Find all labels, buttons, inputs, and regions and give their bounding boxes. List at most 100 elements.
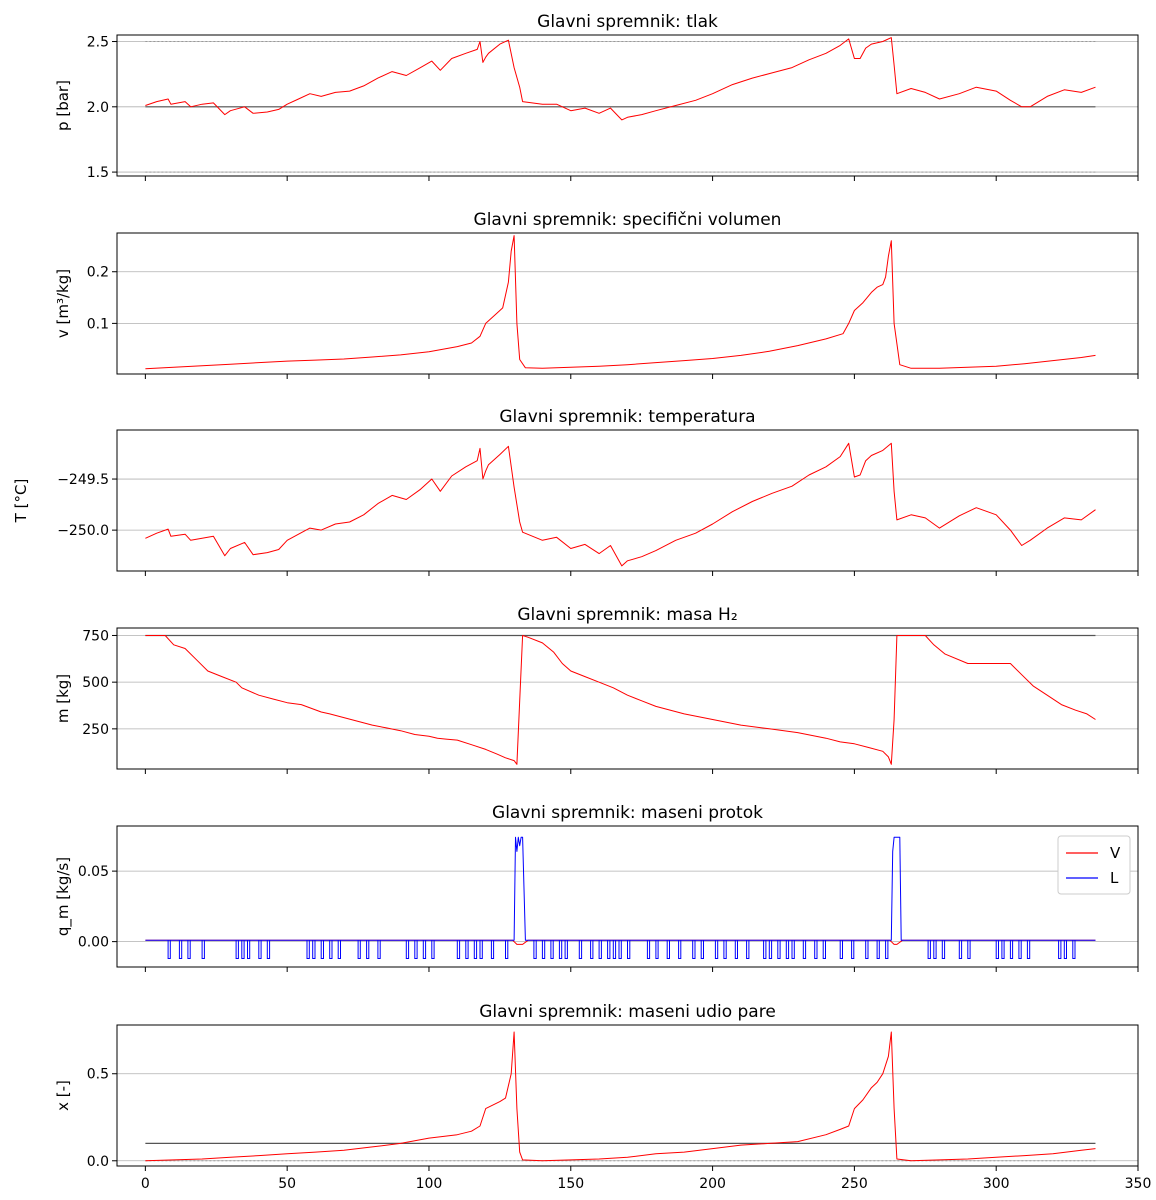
chart-panel-1: 1.5 2.0 2.5 Glavni spremnik: tlak p [bar] [54,12,1139,181]
y-axis-label: T [°C] [12,479,30,524]
y-tick-label: 2.0 [87,100,109,116]
flow-dip [235,940,239,959]
flow-dip [763,940,767,959]
flow-dip [700,940,704,959]
y-tick-label: 500 [82,675,109,691]
y-tick-label: 750 [82,628,109,644]
flow-dip [533,940,537,959]
y-tick-label: 2.5 [87,35,109,51]
flow-dip [320,940,324,959]
flow-dip [995,940,999,959]
flow-dip [941,940,946,959]
flow-dip [666,940,670,959]
y-axis-label: p [bar] [54,80,72,131]
flow-dip [785,940,790,959]
flow-dip [1009,940,1014,959]
flow-dip [927,940,931,959]
axes-frame [116,825,1139,968]
series-line-l [145,836,1096,941]
flow-dip [366,940,370,959]
flow-dip [612,940,617,959]
flow-dip [839,940,843,959]
panel-title: Glavni spremnik: tlak [537,12,718,32]
series-line-1 [145,1031,1096,1162]
x-tick-label: 200 [699,1176,726,1192]
y-axis-label: m [kg] [54,674,72,723]
chart-panel-2: 0.1 0.2 Glavni spremnik: specifični volume… [54,210,1139,379]
flow-dip [422,940,427,959]
flow-dip [564,940,568,959]
chart-panel-4: 250 500 750 Glavni spremnik: masa H₂ m [kg] [54,605,1139,774]
flow-dip [479,940,483,959]
x-tick-label: 0 [141,1176,150,1192]
flow-dip [505,940,509,959]
panel-title: Glavni spremnik: specifični volumen [474,210,782,230]
flow-dip [723,940,727,959]
flow-dip [306,940,310,959]
flow-dip [541,940,546,959]
flow-dip [876,940,880,959]
y-axis-label: v [m³/kg] [54,269,72,338]
x-tick-label: 300 [983,1176,1010,1192]
flow-dip [1063,940,1067,959]
y-tick-label: 0.2 [87,265,109,281]
y-tick-label: −249.5 [57,472,109,488]
flow-dip [627,940,631,959]
legend-label-l: L [1110,869,1119,887]
flow-dip [266,940,271,959]
axes-frame [116,232,1139,375]
flow-dip [490,940,495,959]
y-tick-label: 250 [82,722,109,738]
flow-dip [885,940,889,959]
flow-dip [456,940,461,959]
flow-dip [618,940,622,959]
flow-dip [714,940,719,959]
y-tick-label: 0.00 [78,935,109,951]
panel-title: Glavni spremnik: temperatura [499,407,755,427]
flow-dip [1018,940,1022,959]
flow-dip [646,940,651,959]
flow-dip [1058,940,1062,959]
flow-dip [558,940,563,959]
x-tick-label: 250 [841,1176,868,1192]
chart-panel-3: −250.0 −249.5 Glavni spremnik: temperatura… [12,407,1139,576]
y-axis-label: x [-] [54,1080,72,1111]
chart-panel-6: 0 50 100 150 200 250 300 350 0.0 0.5 Glavni spremn… [54,1002,1151,1192]
flow-dip [405,940,410,959]
flow-dip [590,940,594,959]
flow-dip [473,940,478,959]
flow-dip [814,940,818,959]
x-tick-label: 350 [1125,1176,1152,1192]
series-line-1 [145,635,1096,765]
flow-dip [178,940,183,959]
flow-dip [768,940,773,959]
flow-dip [607,940,611,959]
flow-dip [578,940,583,959]
x-tick-label: 150 [557,1176,584,1192]
axes-frame [116,429,1139,572]
flow-dip [802,940,807,959]
y-tick-label: −250.0 [57,523,109,539]
x-tick-label: 100 [416,1176,443,1192]
flow-dip [791,940,795,959]
axes-frame [116,1024,1139,1167]
flow-dip [312,940,316,959]
flow-dip [1001,940,1005,959]
y-axis-label: q_m [kg/s] [54,857,73,936]
axes-frame [116,627,1139,770]
flow-dip [1072,940,1076,959]
flow-dip [692,940,696,959]
legend: VL [1057,835,1131,895]
flow-dip [734,940,738,959]
flow-dip [241,940,245,959]
flow-dip [167,940,171,959]
flow-dip [258,940,262,959]
flow-dip [550,940,554,959]
flow-dip [598,940,602,959]
series-line-1 [145,37,1096,121]
flow-dip [822,940,826,959]
y-tick-label: 1.5 [87,165,109,181]
series-line-1 [145,235,1096,370]
axes-frame [116,34,1139,177]
series-line-1 [145,442,1096,567]
